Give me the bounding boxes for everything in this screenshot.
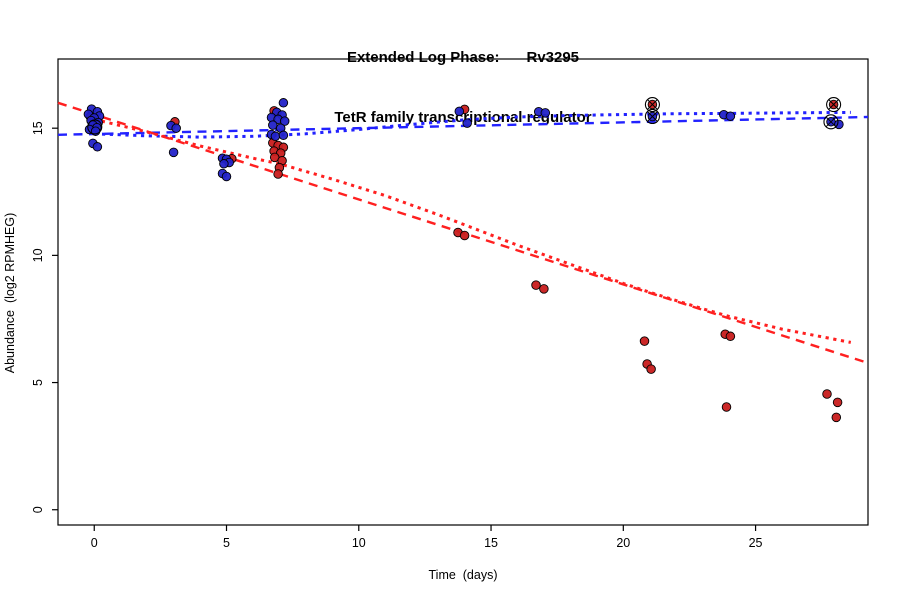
data-point-blue bbox=[279, 116, 290, 126]
circled-point-cross bbox=[828, 99, 839, 110]
x-tick-label: 20 bbox=[616, 536, 630, 550]
x-tick-label: 5 bbox=[223, 536, 230, 550]
chart-title-gene: Rv3295 bbox=[526, 49, 580, 66]
circled-point-ring bbox=[826, 96, 842, 113]
data-point-blue bbox=[278, 130, 289, 141]
data-point-red bbox=[721, 402, 732, 412]
chart-subtitle: TetR family transcriptional regulator bbox=[334, 109, 592, 126]
x-tick-label: 10 bbox=[352, 536, 366, 550]
data-point-blue bbox=[725, 111, 736, 121]
y-tick-label: 15 bbox=[31, 121, 45, 135]
data-point-red bbox=[273, 169, 283, 179]
chart-title-left: Extended Log Phase: bbox=[346, 49, 500, 66]
data-point-red bbox=[459, 230, 470, 241]
circled-point-ring bbox=[87, 119, 103, 135]
plot-box bbox=[57, 58, 869, 526]
data-point-blue bbox=[462, 118, 472, 128]
y-tick-label: 5 bbox=[31, 379, 45, 386]
data-point-red bbox=[539, 284, 549, 294]
y-tick-label: 10 bbox=[31, 248, 45, 262]
data-point-red bbox=[531, 280, 541, 290]
circled-point-ring bbox=[644, 96, 660, 113]
data-point-blue bbox=[540, 108, 551, 118]
data-point-red bbox=[831, 412, 842, 423]
y-axis-label: Abundance (log2 RPMHEG) bbox=[3, 212, 17, 374]
data-point-blue bbox=[168, 147, 179, 158]
data-point-red bbox=[822, 389, 832, 399]
y-tick-label: 0 bbox=[31, 506, 45, 513]
x-tick-label: 15 bbox=[484, 536, 498, 550]
circled-point-ring bbox=[823, 114, 839, 130]
data-point-blue bbox=[278, 98, 289, 108]
chart-title: Extended Log Phase: Rv3295 bbox=[13, 48, 900, 68]
circled-point-ring bbox=[644, 108, 660, 125]
x-tick-label: 25 bbox=[749, 536, 763, 550]
data-point-blue bbox=[171, 123, 181, 133]
x-axis-label: Time (days) bbox=[428, 568, 498, 582]
data-point-blue bbox=[270, 131, 281, 142]
circled-point-cross bbox=[647, 99, 658, 110]
data-point-blue bbox=[221, 171, 232, 182]
chart-title-block: Extended Log Phase: Rv3295 TetR family tr… bbox=[13, 8, 900, 168]
data-point-red bbox=[646, 364, 656, 374]
x-tick-label: 0 bbox=[91, 536, 98, 550]
data-point-red bbox=[725, 331, 736, 342]
data-point-red bbox=[639, 336, 650, 346]
trend-line-blue-dotted-model-fit bbox=[94, 110, 851, 139]
data-point-blue bbox=[268, 120, 278, 130]
data-point-blue bbox=[454, 106, 465, 117]
circled-point-cross bbox=[647, 111, 658, 122]
trend-line-red-dotted-model-fit bbox=[93, 117, 852, 344]
data-point-blue bbox=[92, 142, 103, 152]
data-point-red bbox=[832, 397, 843, 408]
data-point-blue bbox=[219, 159, 229, 169]
circled-point-cross bbox=[825, 116, 837, 128]
